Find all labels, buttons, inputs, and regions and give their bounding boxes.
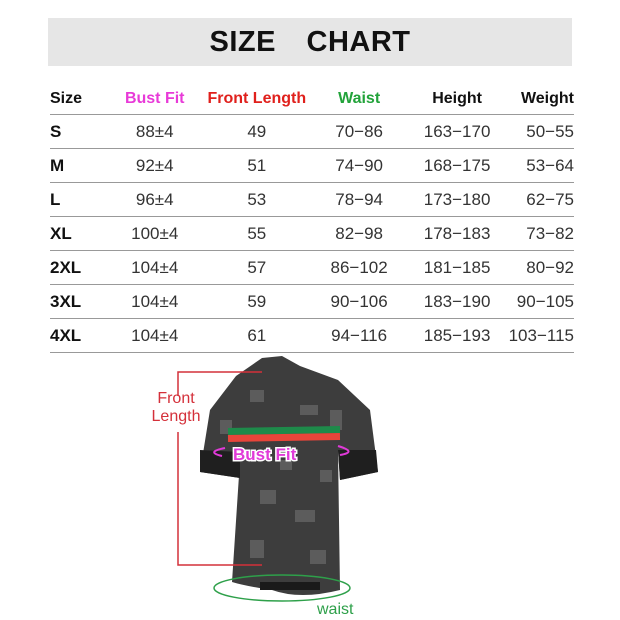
page-title: SIZE CHART xyxy=(209,25,411,58)
table-cell: 59 xyxy=(200,284,313,319)
table-cell: 70−86 xyxy=(312,114,406,149)
table-cell: 104±4 xyxy=(108,250,201,285)
column-header: Waist xyxy=(312,84,406,115)
table-row: M 92±4 51 74−90 168−175 53−64 xyxy=(50,148,574,183)
column-header: Bust Fit xyxy=(108,84,201,115)
table-cell: 62−75 xyxy=(508,182,574,217)
table-cell: 181−185 xyxy=(405,250,509,285)
table-row: 2XL 104±4 57 86−102 181−185 80−92 xyxy=(50,250,574,285)
table-cell: 53 xyxy=(200,182,313,217)
table-cell: 90−105 xyxy=(508,284,574,319)
front-length-label-2: Length xyxy=(152,408,201,425)
table-header-row: Size Bust Fit Front Length Waist Height Weigh… xyxy=(50,84,574,115)
table-cell: 104±4 xyxy=(108,318,201,353)
table-cell: XL xyxy=(50,216,109,251)
table-cell: 53−64 xyxy=(508,148,574,183)
table-cell: 50−55 xyxy=(508,114,574,149)
table-cell: 178−183 xyxy=(405,216,509,251)
jersey-diagram: Front Length Bust Fit waist xyxy=(152,356,378,618)
table-row: XL 100±4 55 82−98 178−183 73−82 xyxy=(50,216,574,251)
table-cell: 94−116 xyxy=(312,318,406,353)
table-cell: 55 xyxy=(200,216,313,251)
size-table: Size Bust Fit Front Length Waist Height Weigh… xyxy=(50,84,574,353)
table-cell: S xyxy=(50,114,109,149)
table-cell: 173−180 xyxy=(405,182,509,217)
table-cell: M xyxy=(50,148,109,183)
table-row: L 96±4 53 78−94 173−180 62−75 xyxy=(50,182,574,217)
table-cell: 86−102 xyxy=(312,250,406,285)
table-cell: 61 xyxy=(200,318,313,353)
table-cell: 78−94 xyxy=(312,182,406,217)
front-length-label: Front xyxy=(157,390,195,407)
table-cell: 92±4 xyxy=(108,148,201,183)
column-header: Front Length xyxy=(200,84,313,115)
table-cell: 168−175 xyxy=(405,148,509,183)
table-cell: 80−92 xyxy=(508,250,574,285)
title-band: SIZE CHART xyxy=(48,18,572,66)
table-cell: 100±4 xyxy=(108,216,201,251)
table-cell: 82−98 xyxy=(312,216,406,251)
table-cell: 51 xyxy=(200,148,313,183)
waist-label: waist xyxy=(316,601,354,618)
table-cell: 57 xyxy=(200,250,313,285)
bust-arrows xyxy=(213,445,350,457)
table-row: 3XL 104±4 59 90−106 183−190 90−105 xyxy=(50,284,574,319)
table-cell: 74−90 xyxy=(312,148,406,183)
front-length-indicator xyxy=(177,371,262,566)
table-cell: 90−106 xyxy=(312,284,406,319)
table-cell: 103−115 xyxy=(508,318,574,353)
table-row: 4XL 104±4 61 94−116 185−193 103−115 xyxy=(50,318,574,353)
column-header: Size xyxy=(50,84,109,115)
table-cell: 3XL xyxy=(50,284,109,319)
table-cell: 104±4 xyxy=(108,284,201,319)
jersey-illustration xyxy=(200,356,378,595)
column-header: Height xyxy=(405,84,509,115)
table-cell: 73−82 xyxy=(508,216,574,251)
waist-indicator xyxy=(213,574,351,602)
table-cell: 96±4 xyxy=(108,182,201,217)
table-cell: 185−193 xyxy=(405,318,509,353)
table-row: S 88±4 49 70−86 163−170 50−55 xyxy=(50,114,574,149)
table-cell: 88±4 xyxy=(108,114,201,149)
table-cell: 163−170 xyxy=(405,114,509,149)
bust-fit-label: Bust Fit xyxy=(233,445,297,464)
table-cell: 49 xyxy=(200,114,313,149)
table-cell: L xyxy=(50,182,109,217)
table-cell: 4XL xyxy=(50,318,109,353)
table-cell: 2XL xyxy=(50,250,109,285)
table-cell: 183−190 xyxy=(405,284,509,319)
column-header: Weight xyxy=(508,84,574,115)
